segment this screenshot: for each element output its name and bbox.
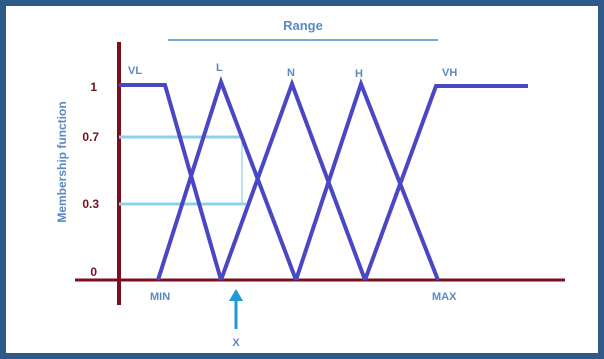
membership-l bbox=[156, 75, 298, 281]
y-tick-0-3: 0.3 bbox=[82, 197, 99, 211]
set-label-vh: VH bbox=[442, 67, 457, 79]
set-label-h: H bbox=[355, 68, 363, 80]
y-tick-0-7: 0.7 bbox=[82, 130, 99, 144]
membership-vl bbox=[119, 83, 223, 281]
set-label-vl: VL bbox=[128, 65, 142, 77]
range-title: Range bbox=[283, 18, 323, 33]
set-label-n: N bbox=[287, 67, 295, 79]
max-label: MAX bbox=[432, 291, 457, 303]
y-tick-1: 1 bbox=[90, 80, 97, 94]
min-label: MIN bbox=[150, 291, 170, 303]
membership-h bbox=[294, 78, 440, 281]
membership-n bbox=[219, 78, 367, 281]
x-arrow-head-icon bbox=[229, 289, 243, 301]
y-tick-0: 0 bbox=[90, 265, 97, 279]
y-axis-label: Membership function bbox=[55, 101, 69, 222]
set-label-l: L bbox=[216, 62, 223, 74]
membership-vh bbox=[363, 84, 528, 281]
x-label: X bbox=[232, 337, 240, 349]
